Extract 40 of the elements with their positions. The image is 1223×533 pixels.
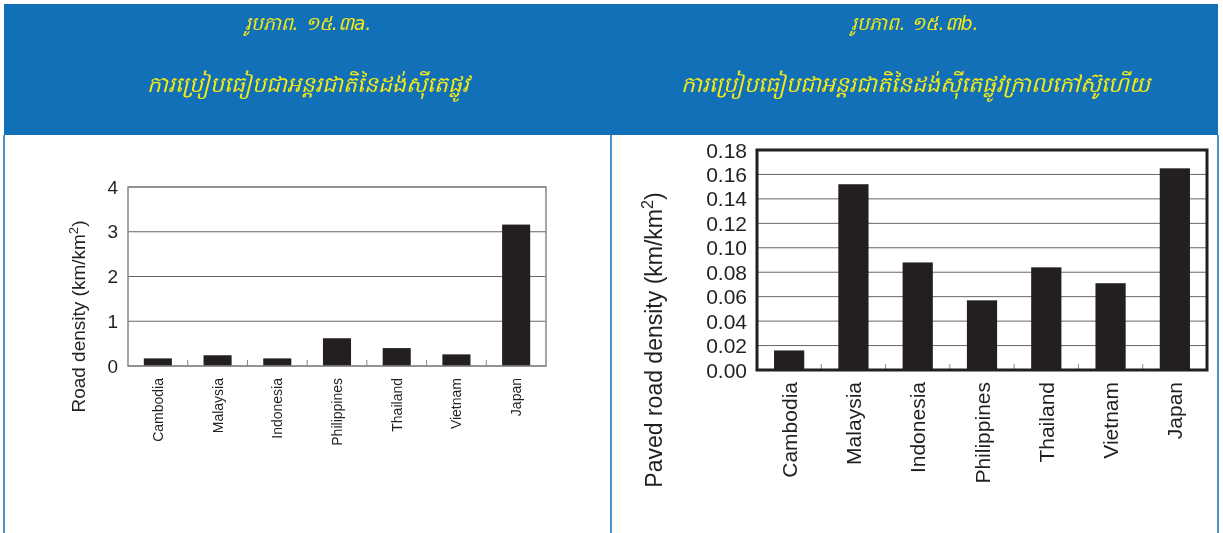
- y-tick-label: 1: [107, 310, 118, 332]
- x-tick-label: Indonesia: [269, 377, 286, 439]
- chart-title: រូបភាព. ១៥.៣a.: [242, 12, 372, 37]
- bar: [263, 358, 292, 366]
- y-tick-label: 0.12: [706, 211, 747, 235]
- x-tick-label: Thailand: [388, 378, 405, 432]
- y-tick-label: 4: [107, 176, 119, 198]
- x-tick-label: Malaysia: [209, 377, 226, 434]
- x-tick-label: Indonesia: [906, 381, 930, 474]
- y-tick-label: 0.16: [706, 162, 747, 186]
- y-tick-label: 0: [107, 355, 118, 377]
- y-tick-label: 0.02: [706, 334, 747, 358]
- x-tick-label: Cambodia: [149, 377, 166, 442]
- y-tick-label: 0.04: [706, 309, 748, 333]
- x-tick-label: Philippines: [970, 382, 994, 484]
- y-tick-label: 0.14: [706, 187, 748, 211]
- chart-subtitle: ការប្រៀបធៀបជាអន្តរជាតិនៃដង់ស៊ីតេផ្លូវក្រាលកៅស៊ូហើយ: [680, 70, 1153, 102]
- x-tick-label: Japan: [508, 378, 525, 417]
- y-tick-label: 0.00: [706, 358, 747, 382]
- y-tick-label: 0.18: [706, 138, 747, 162]
- y-tick-label: 3: [107, 221, 118, 243]
- bar: [203, 355, 232, 366]
- x-tick-label: Cambodia: [777, 381, 801, 478]
- y-tick-label: 0.08: [706, 260, 747, 284]
- x-tick-label: Philippines: [329, 378, 345, 446]
- bar: [502, 224, 531, 366]
- x-tick-label: Malaysia: [841, 381, 865, 465]
- x-tick-label: Vietnam: [1099, 382, 1123, 459]
- x-tick-label: Japan: [1163, 382, 1187, 440]
- x-tick-label: Thailand: [1034, 382, 1058, 463]
- bar: [322, 338, 352, 366]
- chart-subtitle: ការប្រៀបធៀបជាអន្តរជាតិនៃដង់ស៊ីតេផ្លូវ: [147, 70, 473, 102]
- x-tick-label: Vietnam: [448, 378, 465, 430]
- y-tick-label: 2: [107, 266, 118, 287]
- y-tick-label: 0.06: [706, 285, 747, 309]
- chart-title: រូបភាព. ១៥.៣b.: [849, 12, 979, 37]
- bar: [442, 354, 471, 366]
- bar: [143, 358, 172, 366]
- bar: [382, 348, 411, 366]
- y-tick-label: 0.10: [706, 236, 747, 260]
